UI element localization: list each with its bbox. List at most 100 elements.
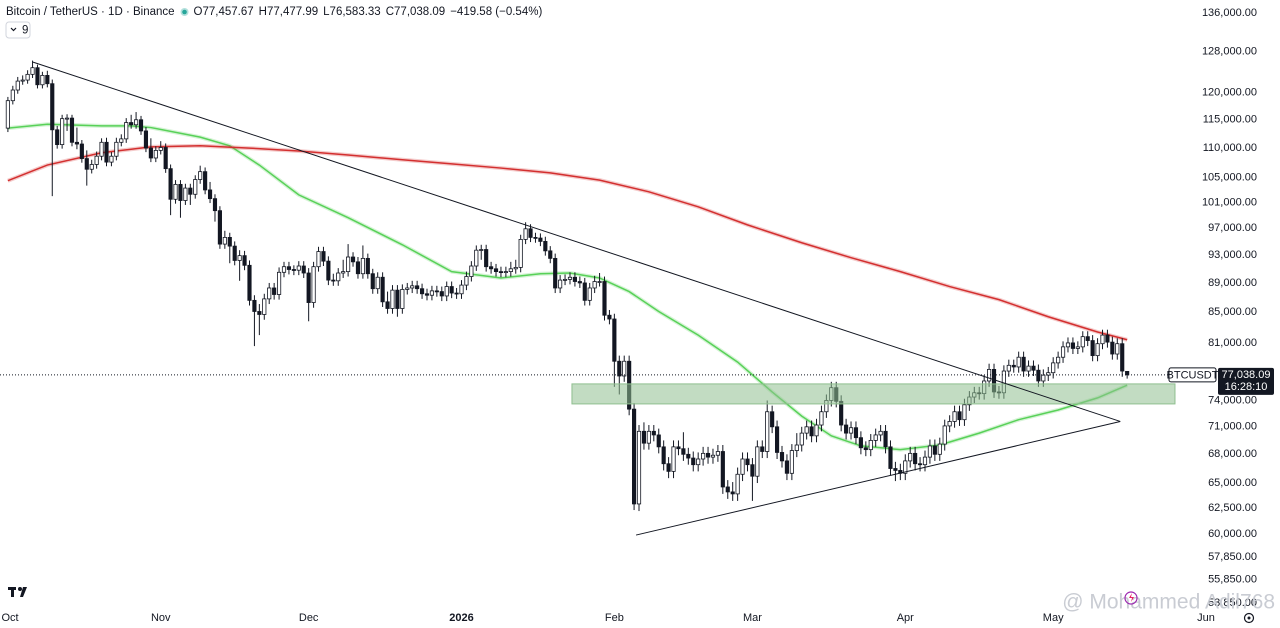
candle-body [267,287,272,300]
gear-ring [1243,612,1255,624]
candle-body [385,301,390,309]
candle-body [158,147,163,151]
candle-body [720,451,725,488]
candle-body [927,445,932,458]
candle-body [341,271,346,274]
candle-body [449,286,454,294]
candle-body [701,452,706,460]
candle-body [1090,340,1095,357]
candle-body [439,291,444,297]
candle-body [45,74,50,85]
x-tick-label: Nov [151,612,171,624]
settings-icon[interactable] [1243,612,1255,624]
watermark: @ Mohammed Adil768 [1062,591,1275,614]
market-status-dot-core [182,9,187,15]
icon-ring [1124,591,1138,605]
y-tick-label: 81,000.00 [1208,337,1257,349]
y-tick-label: 120,000.00 [1202,87,1257,99]
candle-body [419,288,425,295]
candle-body [656,434,661,448]
candle-body [198,171,203,180]
candle-body [129,122,134,126]
candle-body [597,281,602,283]
candle-body [636,430,642,505]
axes: 136,000.00 128,000.00 120,000.00 115,000.00… [0,7,1275,624]
candle-body [311,266,316,303]
candle-body [893,468,898,471]
candle-body [1105,334,1110,343]
candle-body [64,117,70,120]
candle-body [1080,336,1085,348]
candle-body [508,268,513,273]
candle-body [429,290,435,296]
candle-body [183,187,188,201]
candle-body [84,158,89,170]
candle-body [543,241,548,252]
candle-body [306,272,311,303]
candle-body [666,463,671,472]
y-tick-label: 101,000.00 [1202,196,1257,208]
candle-body [553,257,558,289]
candle-body [1041,374,1046,382]
candle-body [1056,356,1061,364]
ohlc-prefix: H [259,6,267,18]
candle-body [1031,365,1036,371]
candle-body [464,276,469,286]
candle-body [671,446,676,472]
candle-body [331,279,336,282]
candle-body [784,460,790,474]
candle-body [296,265,301,271]
ohlc-prefix: C [386,6,394,18]
candle-body [1125,370,1130,376]
candle-body [1016,356,1021,368]
candle-body [878,430,883,436]
candle-body [1075,346,1080,349]
candle-body [538,237,543,242]
candle-body [513,267,518,270]
candle-body [252,299,257,312]
candle-body [848,427,854,434]
candle-body [952,411,957,422]
candle-body [503,271,508,274]
alert-icon[interactable] [1124,591,1138,605]
y-tick-label: 71,000.00 [1208,421,1257,433]
candle-body [148,147,153,159]
candle-body [286,266,292,270]
y-tick-label: 136,000.00 [1202,7,1257,19]
candle-body [528,228,533,238]
indicator-box[interactable] [5,21,31,39]
candle-body [853,427,859,439]
candle-body [153,149,158,159]
candle-body [641,430,647,444]
candle-body [207,189,213,200]
candle-body [400,289,405,309]
candle-body [143,130,149,149]
ohlc-prefix: L [323,6,330,18]
candle-body [370,273,375,290]
candle-body [336,272,341,282]
candle-body [79,143,84,159]
chevron-icon [10,27,17,32]
candle-body [316,251,321,268]
candle-body [365,257,370,275]
candle-body [163,147,168,170]
candle-body [922,456,928,466]
candle-body [863,447,868,451]
candle-body [686,453,691,459]
candle-body [883,430,888,448]
candle-body [346,256,351,273]
countdown-label: 16:28:10 [1225,381,1268,393]
candle-body [25,73,30,81]
symbol-label: BTCUSDT [1167,369,1219,381]
candle-body [868,440,873,451]
candle-body [281,266,287,273]
candle-body [705,452,711,458]
candle-body [1060,346,1066,358]
candle-body [1115,343,1120,355]
candle-body [804,426,809,434]
y-tick-label: 110,000.00 [1203,142,1257,154]
candle-body [917,463,923,466]
candle-body [592,281,597,289]
candle-body [276,271,282,295]
